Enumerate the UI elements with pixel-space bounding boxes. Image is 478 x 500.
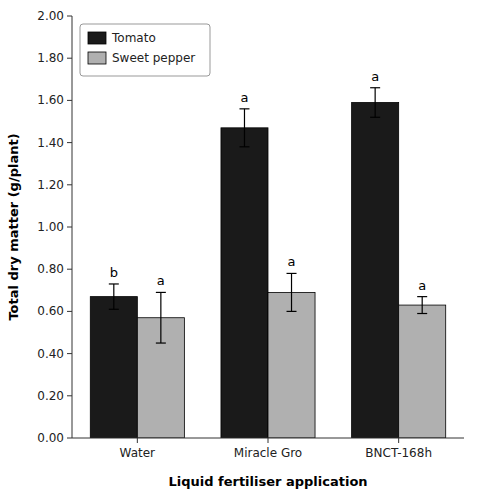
annotation: a	[288, 254, 296, 269]
x-tick-label: Water	[120, 446, 156, 460]
error-line	[244, 109, 245, 147]
error-cap	[370, 87, 380, 88]
annotation: b	[110, 265, 118, 280]
y-tick	[67, 311, 72, 312]
error-cap	[239, 108, 249, 109]
y-tick	[67, 227, 72, 228]
error-bar	[109, 284, 119, 309]
y-tick	[67, 142, 72, 143]
x-tick	[137, 438, 138, 443]
y-tick-label: 0.40	[37, 347, 64, 361]
bar	[268, 292, 315, 438]
y-tick	[67, 16, 72, 17]
error-cap	[239, 146, 249, 147]
legend-swatch	[88, 32, 106, 44]
error-cap	[417, 296, 427, 297]
x-tick-label: Miracle Gro	[234, 446, 302, 460]
annotation: a	[371, 69, 379, 84]
x-tick-label: BNCT-168h	[365, 446, 432, 460]
error-cap	[287, 273, 297, 274]
x-axis-label: Liquid fertiliser application	[168, 474, 367, 489]
y-tick	[67, 100, 72, 101]
y-tick-label: 1.00	[37, 220, 64, 234]
error-bar	[156, 292, 166, 343]
error-cap	[417, 313, 427, 314]
y-tick	[67, 58, 72, 59]
x-tick	[398, 438, 399, 443]
error-bar	[239, 109, 249, 147]
y-tick	[67, 438, 72, 439]
error-cap	[370, 117, 380, 118]
y-tick-label: 0.00	[37, 431, 64, 445]
error-cap	[287, 311, 297, 312]
error-cap	[109, 283, 119, 284]
error-line	[422, 297, 423, 314]
error-bar	[417, 297, 427, 314]
y-axis-label: Total dry matter (g/plant)	[6, 133, 21, 320]
error-line	[375, 88, 376, 118]
y-tick	[67, 269, 72, 270]
bar	[399, 305, 446, 438]
y-tick-label: 2.00	[37, 9, 64, 23]
legend-label: Tomato	[111, 31, 156, 45]
bar	[221, 128, 268, 438]
y-tick-label: 1.80	[37, 51, 64, 65]
y-tick	[67, 395, 72, 396]
error-bar	[370, 88, 380, 118]
annotation: a	[240, 90, 248, 105]
y-tick	[67, 353, 72, 354]
error-cap	[156, 292, 166, 293]
y-tick-label: 1.20	[37, 178, 64, 192]
legend: Tomato Sweet pepper	[80, 24, 210, 76]
x-tick	[268, 438, 269, 443]
y-tick	[67, 184, 72, 185]
legend-label: Sweet pepper	[112, 51, 195, 65]
chart: b a a a a a 0.00 0.20 0.40 0.60 0.80 1.00 1.20 1.40 1.…	[0, 0, 478, 500]
annotation: a	[418, 278, 426, 293]
error-line	[160, 292, 161, 343]
bar	[352, 103, 399, 438]
error-cap	[109, 309, 119, 310]
y-tick-label: 1.40	[37, 136, 64, 150]
y-tick-label: 0.60	[37, 304, 64, 318]
y-tick-label: 1.60	[37, 93, 64, 107]
error-line	[291, 273, 292, 311]
annotation: a	[157, 273, 165, 288]
error-cap	[156, 342, 166, 343]
legend-box	[80, 24, 210, 76]
legend-swatch	[88, 52, 106, 64]
error-bar	[287, 273, 297, 311]
y-tick-label: 0.80	[37, 262, 64, 276]
bars	[90, 88, 445, 438]
y-tick-label: 0.20	[37, 389, 64, 403]
bar	[90, 297, 137, 438]
error-line	[113, 284, 114, 309]
